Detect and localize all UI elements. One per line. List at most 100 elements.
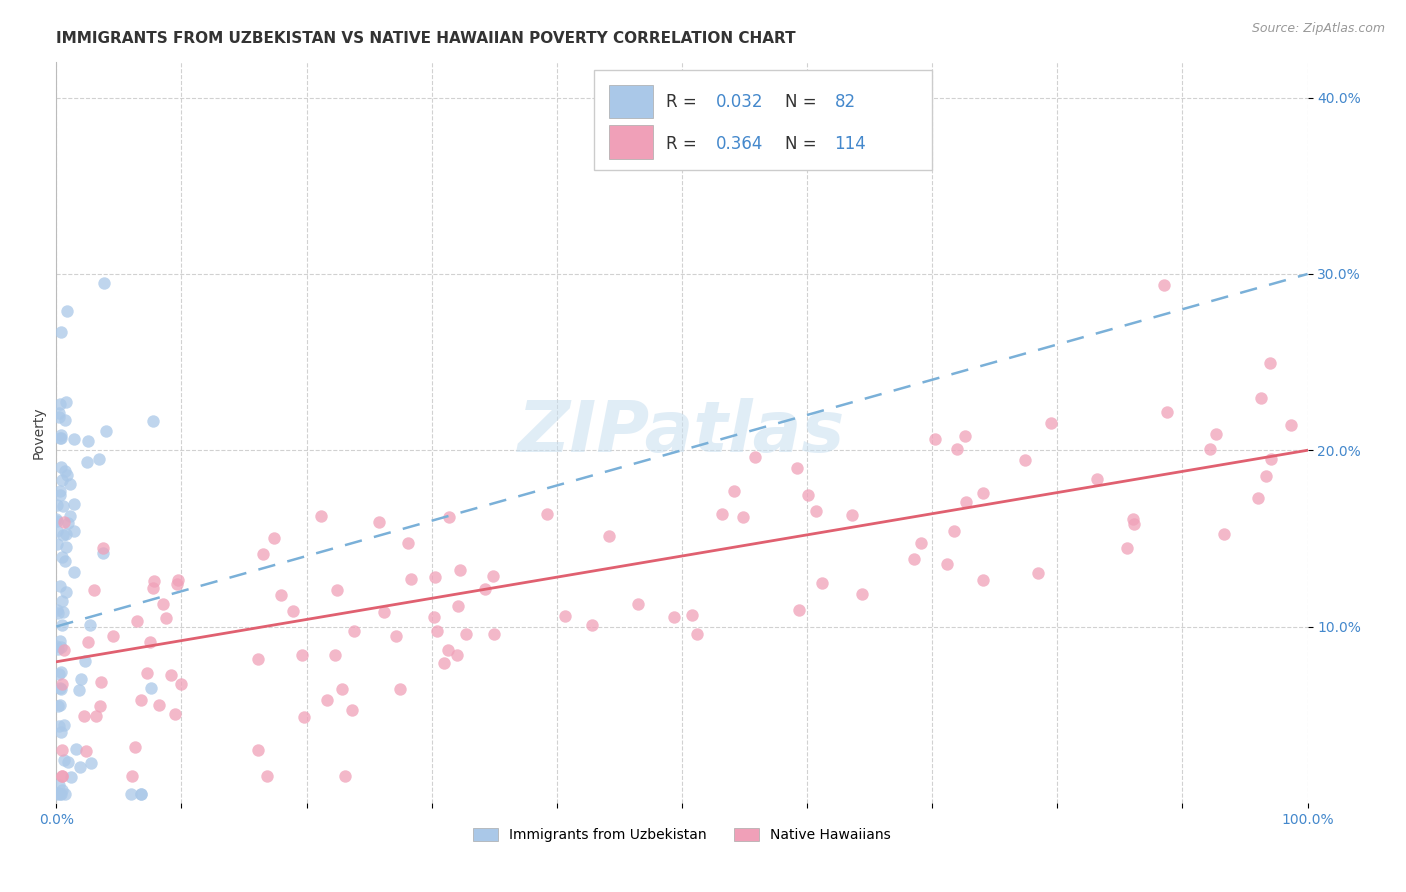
Point [51, 594, 73, 608]
FancyBboxPatch shape [595, 70, 932, 169]
Point [48, 681, 70, 696]
Point [1153, 278, 1175, 293]
Point [124, 740, 146, 755]
Point [45, 603, 67, 617]
Point [148, 698, 170, 713]
Point [91, 541, 114, 556]
Point [142, 414, 165, 428]
Point [786, 460, 808, 475]
Point [1246, 491, 1268, 505]
Point [87, 452, 110, 467]
Point [60, 770, 83, 784]
Point [63, 432, 86, 446]
Point [52, 515, 75, 529]
Point [69, 760, 91, 774]
Point [90, 674, 112, 689]
Point [48, 778, 70, 792]
Point [953, 429, 976, 443]
Point [53, 643, 76, 657]
Point [49, 431, 72, 445]
Point [49, 325, 72, 339]
Point [1156, 404, 1178, 418]
Point [48, 396, 70, 410]
Point [333, 769, 356, 783]
Point [53, 554, 76, 568]
Text: Source: ZipAtlas.com: Source: ZipAtlas.com [1251, 22, 1385, 36]
Point [56, 304, 79, 318]
Point [936, 557, 959, 571]
Point [811, 576, 834, 591]
Point [474, 582, 496, 596]
Point [373, 605, 395, 619]
Point [281, 604, 304, 618]
Point [246, 743, 269, 757]
Point [76, 455, 98, 469]
Point [449, 564, 471, 578]
Point [67, 682, 90, 697]
Point [536, 507, 558, 521]
Point [55, 526, 77, 541]
Point [806, 504, 828, 518]
Point [425, 624, 447, 638]
Point [1250, 391, 1272, 405]
Point [51, 640, 73, 654]
Point [1040, 416, 1063, 430]
Point [170, 677, 193, 691]
Text: N =: N = [785, 93, 821, 111]
Point [77, 434, 100, 449]
Point [84, 709, 107, 723]
Point [955, 495, 977, 509]
Point [270, 588, 292, 602]
Point [903, 552, 925, 566]
Point [51, 459, 73, 474]
Point [398, 536, 420, 550]
Point [49, 634, 72, 648]
Point [343, 624, 366, 639]
Point [385, 629, 408, 643]
Point [49, 431, 72, 445]
Point [46, 787, 69, 801]
Point [263, 531, 285, 545]
Point [49, 724, 72, 739]
Point [291, 648, 314, 662]
Point [315, 692, 337, 706]
Point [58, 755, 80, 769]
Point [482, 569, 505, 583]
Point [53, 464, 76, 478]
Point [75, 744, 97, 758]
Point [83, 582, 105, 597]
Point [49, 428, 72, 442]
Point [252, 547, 274, 561]
Point [152, 597, 174, 611]
Bar [609, 126, 654, 159]
Point [1260, 451, 1282, 466]
Point [77, 634, 100, 648]
Point [326, 582, 349, 597]
Point [55, 468, 77, 483]
Point [59, 476, 82, 491]
Point [121, 769, 143, 783]
Text: ZIPatlas: ZIPatlas [519, 398, 845, 467]
Point [72, 709, 94, 723]
Point [46, 786, 69, 800]
Point [52, 605, 75, 619]
Point [49, 787, 72, 801]
Bar [609, 85, 654, 118]
Point [63, 565, 86, 579]
Point [48, 409, 70, 424]
Point [45, 512, 67, 526]
Point [52, 528, 75, 542]
Point [554, 609, 576, 624]
Point [627, 598, 650, 612]
Point [686, 627, 709, 641]
Point [160, 668, 183, 682]
Point [138, 634, 160, 648]
Point [59, 508, 82, 523]
Point [45, 640, 67, 654]
Point [1085, 473, 1108, 487]
Point [69, 673, 91, 687]
Point [598, 529, 620, 543]
Point [51, 550, 73, 565]
Point [1121, 512, 1143, 526]
Point [49, 681, 72, 696]
